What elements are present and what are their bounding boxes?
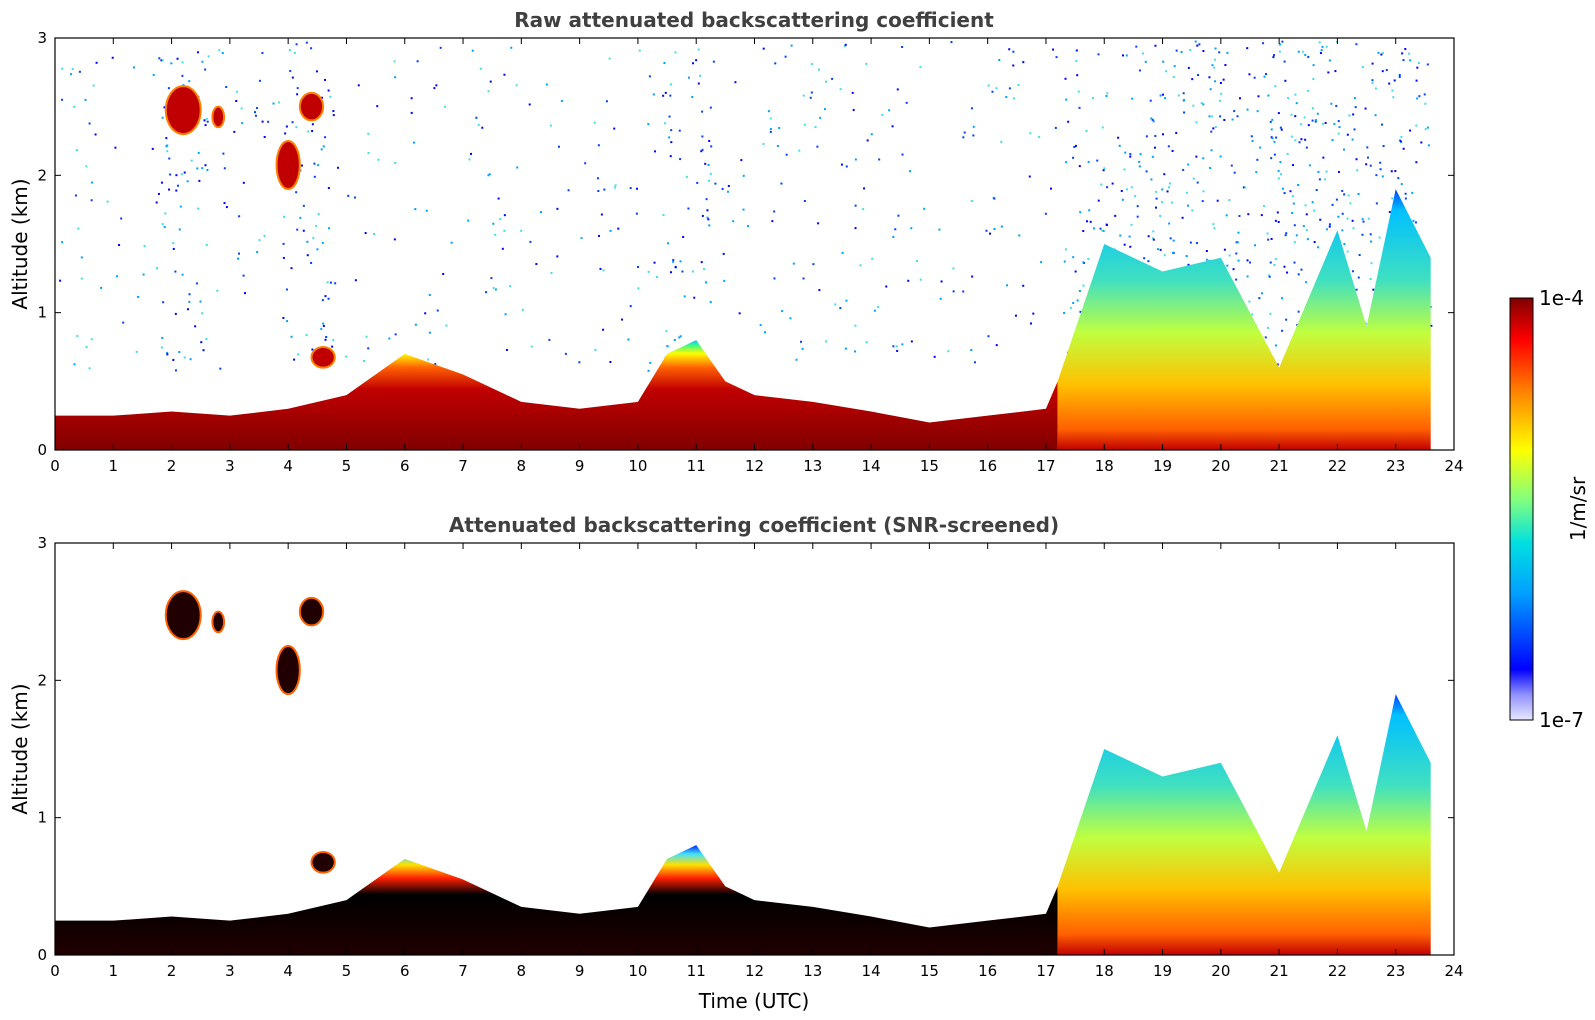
bottom-xtick-label: 24 <box>1444 962 1463 980</box>
bottom-elevated-layer <box>275 645 301 696</box>
top-xtick-label: 14 <box>862 457 881 475</box>
bottom-xtick-label: 20 <box>1211 962 1230 980</box>
top-xtick-label: 3 <box>225 457 235 475</box>
top-xtick-label: 7 <box>458 457 468 475</box>
top-xtick-label: 8 <box>517 457 527 475</box>
top-xtick-label: 16 <box>978 457 997 475</box>
top-elevated-layer <box>275 140 301 191</box>
bottom-ytick-label: 3 <box>37 534 47 552</box>
top-y-axis-label: Altitude (km) <box>8 178 32 309</box>
top-xtick-label: 15 <box>920 457 939 475</box>
top-xtick-label: 13 <box>803 457 822 475</box>
top-xtick-label: 1 <box>109 457 119 475</box>
colorbar-unit-label: 1/m/sr <box>1566 476 1590 541</box>
top-xtick-label: 24 <box>1444 457 1463 475</box>
top-xtick-label: 12 <box>745 457 764 475</box>
bottom-xtick-label: 0 <box>50 962 60 980</box>
colorbar: 1e-4 1e-7 1/m/sr <box>1509 286 1590 732</box>
bottom-xtick-label: 1 <box>109 962 119 980</box>
bottom-xtick-label: 4 <box>283 962 293 980</box>
raw-backscatter-panel: Raw attenuated backscattering coefficien… <box>8 8 1464 475</box>
top-elevated-layer <box>310 346 336 369</box>
bottom-elevated-layer <box>211 610 226 634</box>
top-xtick-label: 6 <box>400 457 410 475</box>
bottom-elevated-layer <box>298 596 325 627</box>
top-elevated-layer <box>211 105 226 129</box>
top-xtick-label: 22 <box>1328 457 1347 475</box>
bottom-xtick-label: 13 <box>803 962 822 980</box>
top-xtick-label: 9 <box>575 457 585 475</box>
colorbar-min-label: 1e-7 <box>1539 708 1584 732</box>
bottom-xtick-label: 21 <box>1270 962 1289 980</box>
bottom-xtick-label: 15 <box>920 962 939 980</box>
top-xtick-label: 18 <box>1095 457 1114 475</box>
colorbar-gradient <box>1509 297 1534 721</box>
bottom-bl-late-area <box>1057 694 1431 955</box>
bottom-xtick-label: 3 <box>225 962 235 980</box>
bottom-xtick-label: 14 <box>862 962 881 980</box>
bottom-xtick-label: 16 <box>978 962 997 980</box>
bottom-xtick-label: 17 <box>1036 962 1055 980</box>
bottom-xtick-label: 11 <box>687 962 706 980</box>
top-xtick-label: 23 <box>1386 457 1405 475</box>
bottom-y-axis-ticks: 0 1 2 3 <box>37 534 1454 964</box>
bottom-xtick-label: 10 <box>628 962 647 980</box>
bottom-xtick-label: 19 <box>1153 962 1172 980</box>
bottom-xtick-label: 6 <box>400 962 410 980</box>
top-ytick-label: 2 <box>37 166 47 184</box>
bottom-bl-early-area <box>55 845 1058 955</box>
snr-screened-panel: Attenuated backscattering coefficient (S… <box>8 513 1464 1013</box>
top-xtick-label: 17 <box>1036 457 1055 475</box>
top-xtick-label: 2 <box>167 457 177 475</box>
top-xtick-label: 21 <box>1270 457 1289 475</box>
top-xtick-label: 0 <box>50 457 60 475</box>
bottom-xtick-label: 7 <box>458 962 468 980</box>
top-y-axis-ticks: 0 1 2 3 <box>37 29 1454 459</box>
bottom-xtick-label: 8 <box>517 962 527 980</box>
bottom-ytick-label: 0 <box>37 946 47 964</box>
top-xtick-label: 11 <box>687 457 706 475</box>
top-xtick-label: 10 <box>628 457 647 475</box>
top-ytick-label: 1 <box>37 304 47 322</box>
bottom-xtick-label: 23 <box>1386 962 1405 980</box>
top-panel-title: Raw attenuated backscattering coefficien… <box>514 8 994 32</box>
bottom-elevated-layer <box>164 590 202 641</box>
top-elevated-layer <box>164 85 202 136</box>
top-ytick-label: 0 <box>37 441 47 459</box>
top-boundary-layer <box>55 85 1431 450</box>
bottom-x-axis-ticks: 0 1 2 3 4 5 6 7 8 9 10 11 12 13 14 15 16 17 18 19 20 21 22 23 24 <box>50 543 1464 980</box>
bottom-xtick-label: 5 <box>342 962 352 980</box>
bottom-panel-title: Attenuated backscattering coefficient (S… <box>449 513 1059 537</box>
bottom-xtick-label: 18 <box>1095 962 1114 980</box>
top-ytick-label: 3 <box>37 29 47 47</box>
bottom-boundary-layer <box>55 590 1431 955</box>
top-xtick-label: 4 <box>283 457 293 475</box>
top-xtick-label: 20 <box>1211 457 1230 475</box>
bottom-ytick-label: 2 <box>37 671 47 689</box>
bottom-xtick-label: 22 <box>1328 962 1347 980</box>
bottom-xtick-label: 2 <box>167 962 177 980</box>
top-elevated-layer <box>298 91 325 122</box>
bottom-ytick-label: 1 <box>37 809 47 827</box>
top-bl-early-area <box>55 340 1058 450</box>
top-xtick-label: 19 <box>1153 457 1172 475</box>
bottom-elevated-layer <box>310 851 336 874</box>
top-xtick-label: 5 <box>342 457 352 475</box>
top-x-axis-ticks: 0 1 2 3 4 5 6 7 8 9 10 11 12 13 14 15 16 17 18 19 20 21 22 23 24 <box>50 38 1464 475</box>
top-bl-late-area <box>1057 189 1431 450</box>
colorbar-max-label: 1e-4 <box>1539 286 1584 310</box>
bottom-xtick-label: 12 <box>745 962 764 980</box>
bottom-y-axis-label: Altitude (km) <box>8 683 32 814</box>
bottom-xtick-label: 9 <box>575 962 585 980</box>
x-axis-label: Time (UTC) <box>698 989 810 1013</box>
